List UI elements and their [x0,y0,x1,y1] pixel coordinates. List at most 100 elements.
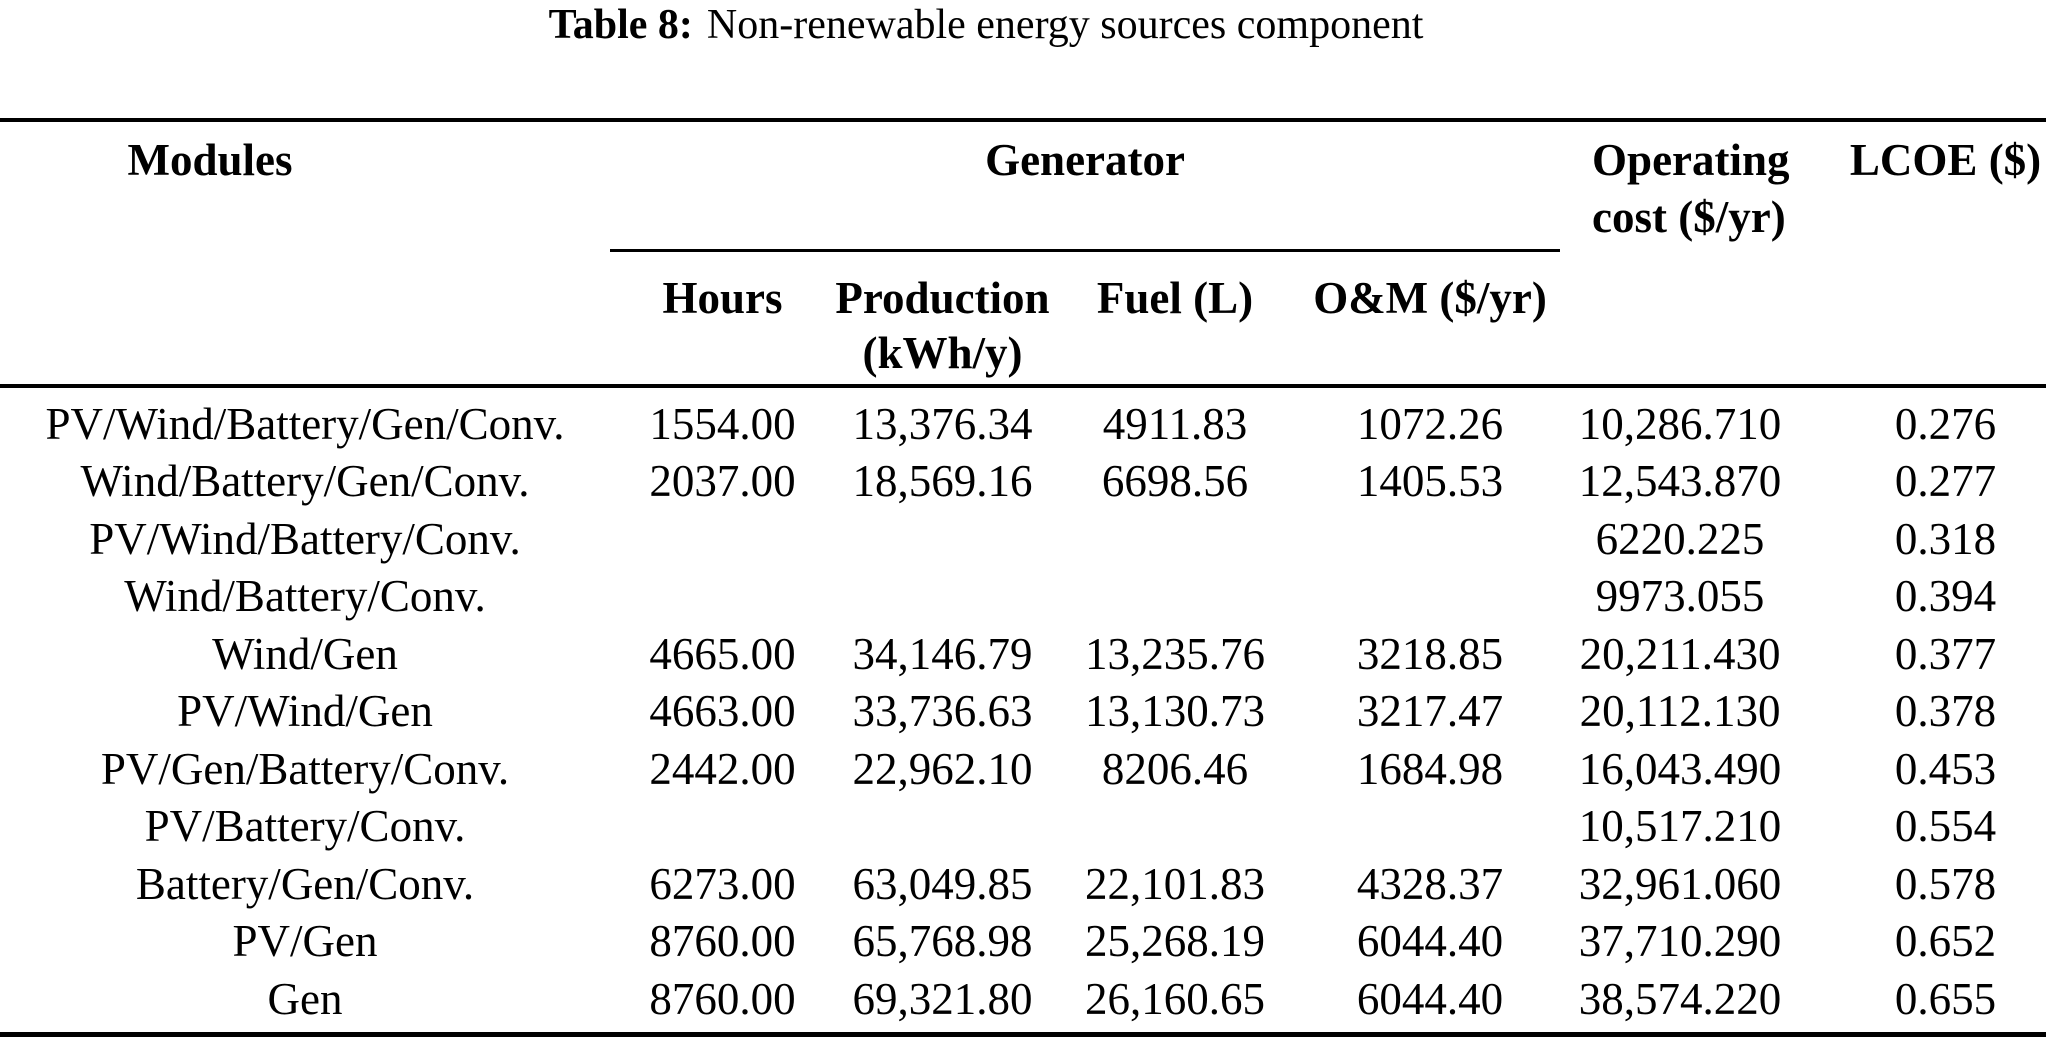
cell-hours [610,790,835,848]
cell-lcoe: 0.277 [1894,456,1997,506]
cell-modules: PV/Wind/Gen [177,686,433,736]
cell-lcoe: 0.655 [1894,973,1997,1024]
cell-om: 3217.47 [1356,686,1504,736]
table-caption: Table 8: Non-renewable energy sources com… [0,0,2009,48]
cell-modules: Wind/Battery/Gen/Conv. [80,456,530,506]
cell-fuel: 13,235.76 [1085,628,1265,679]
cell-fuel: 6698.56 [1101,456,1249,506]
cell-production: 22,962.10 [852,743,1033,794]
cell-om [1300,503,1560,561]
cell-hours: 2442.00 [649,743,796,794]
cell-fuel: 4911.83 [1102,399,1248,449]
cell-modules: PV/Wind/Battery/Gen/Conv. [45,399,565,449]
operating-cost-line2: cost ($/yr) [1592,192,1786,242]
cell-modules: Wind/Battery/Conv. [124,571,486,621]
cell-modules: Gen [267,973,343,1024]
cell-operating-cost: 20,112.130 [1579,686,1781,736]
cell-modules: PV/Wind/Battery/Conv. [89,513,521,564]
cell-fuel: 26,160.65 [1085,973,1265,1024]
cell-fuel [1050,503,1300,561]
cell-fuel: 22,101.83 [1085,858,1265,909]
cell-production: 33,736.63 [852,686,1033,736]
cell-lcoe: 0.276 [1894,399,1997,449]
cell-operating-cost: 32,961.060 [1578,858,1782,909]
cell-modules: PV/Gen/Battery/Conv. [100,743,510,794]
column-header-lcoe: LCOE ($) [1800,120,2046,388]
cell-production: 63,049.85 [852,858,1033,909]
table-body: PV/Wind/Battery/Gen/Conv. 1554.00 13,376… [0,386,2046,1035]
cell-lcoe: 0.377 [1894,628,1997,679]
cell-modules: Wind/Gen [212,628,398,679]
table-row: PV/Gen/Battery/Conv. 2442.00 22,962.10 8… [0,733,2046,791]
cell-om: 3218.85 [1356,628,1504,679]
production-line2: (kWh/y) [862,327,1023,378]
cell-production [835,790,1050,848]
cell-production: 34,146.79 [852,628,1033,679]
cell-operating-cost: 38,574.220 [1578,973,1782,1024]
cell-om: 4328.37 [1356,858,1504,909]
table-row: Wind/Battery/Conv. 9973.055 0.394 [0,560,2046,621]
cell-production [835,560,1050,618]
table-row: PV/Battery/Conv. 10,517.210 0.554 [0,790,2046,851]
cell-production: 13,376.34 [852,399,1033,449]
cell-operating-cost: 20,211.430 [1579,628,1781,679]
cell-fuel: 25,268.19 [1085,916,1265,966]
column-header-hours: Hours [610,250,835,388]
header-row-subcolumns: Hours Production (kWh/y) Fuel (L) O&M ($… [0,250,2046,388]
cell-operating-cost: 37,710.290 [1578,916,1782,966]
column-header-om: O&M ($/yr) [1300,250,1561,388]
cell-operating-cost: 16,043.490 [1578,743,1782,794]
table-header: Modules Generator Operating cost ($/yr) … [0,120,2046,388]
column-header-production: Production (kWh/y) [835,250,1050,388]
cell-om [1300,790,1560,848]
table-row: PV/Wind/Battery/Conv. 6220.225 0.318 [0,503,2046,561]
cell-modules: Battery/Gen/Conv. [135,858,475,909]
cell-operating-cost: 9973.055 [1595,571,1765,621]
cell-om: 1405.53 [1356,456,1504,506]
cell-production: 18,569.16 [852,456,1033,506]
table-caption-text: Non-renewable energy sources component [706,2,1424,48]
table-row: PV/Gen 8760.00 65,768.98 25,268.19 6044.… [0,905,2046,966]
table-row: Battery/Gen/Conv. 6273.00 63,049.85 22,1… [0,848,2046,906]
cell-fuel: 8206.46 [1101,743,1249,794]
cell-operating-cost: 10,517.210 [1578,801,1782,851]
cell-om: 6044.40 [1356,973,1504,1024]
cell-hours: 4663.00 [649,686,796,736]
cell-hours: 8760.00 [649,973,796,1024]
cell-hours: 8760.00 [649,916,796,966]
cell-lcoe: 0.453 [1894,743,1997,794]
column-header-fuel: Fuel (L) [1050,250,1300,388]
cell-hours [610,503,835,561]
cell-operating-cost: 6220.225 [1595,513,1765,564]
cell-hours: 6273.00 [649,858,796,909]
table-row: Wind/Gen 4665.00 34,146.79 13,235.76 321… [0,618,2046,676]
cell-lcoe: 0.394 [1894,571,1997,621]
cell-om: 6044.40 [1356,916,1504,966]
cell-operating-cost: 12,543.870 [1578,456,1782,506]
cell-om [1300,560,1560,618]
cell-fuel [1050,560,1300,618]
cell-om: 1684.98 [1356,743,1504,794]
cell-production: 65,768.98 [852,916,1033,966]
header-row-groups: Modules Generator Operating cost ($/yr) … [0,120,2046,388]
cell-hours: 2037.00 [649,456,796,506]
operating-cost-line1: Operating [1592,135,1790,185]
cell-om: 1072.26 [1356,399,1504,449]
cell-lcoe: 0.378 [1894,686,1997,736]
cell-lcoe: 0.652 [1894,916,1997,966]
cell-production [835,503,1050,561]
table-row: PV/Wind/Gen 4663.00 33,736.63 13,130.73 … [0,675,2046,736]
cell-hours [610,560,835,618]
column-header-operating-cost: Operating cost ($/yr) [1560,120,1801,388]
cell-hours: 1554.00 [649,399,796,449]
non-renewable-energy-table: Modules Generator Operating cost ($/yr) … [0,118,2046,1037]
cell-hours: 4665.00 [649,628,796,679]
cell-operating-cost: 10,286.710 [1578,399,1782,449]
column-header-modules: Modules [0,120,610,388]
column-group-generator: Generator [610,120,1561,252]
cell-production: 69,321.80 [852,973,1033,1024]
table-row: Gen 8760.00 69,321.80 26,160.65 6044.40 … [0,963,2046,1035]
cell-lcoe: 0.578 [1894,858,1997,909]
cell-lcoe: 0.554 [1894,801,1997,851]
